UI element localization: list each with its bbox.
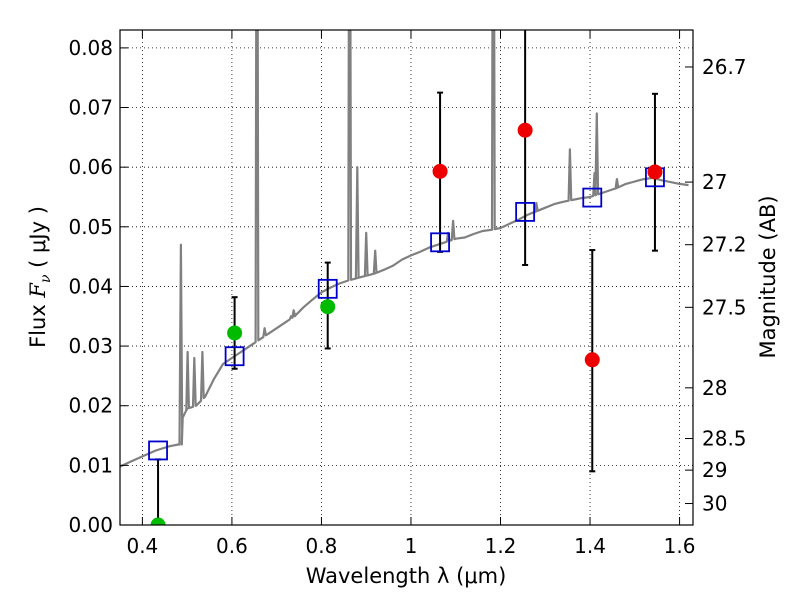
gridlines — [120, 30, 693, 526]
y-axis-label-subscript: ν — [38, 274, 54, 283]
y2-tick-label: 29 — [702, 458, 727, 482]
plot-area — [120, 30, 689, 525]
y2-axis-label: Magnitude (AB) — [756, 195, 780, 358]
y2-tick-label: 30 — [702, 492, 727, 516]
upper-limit-point — [517, 122, 533, 138]
y-tick-label: 0.04 — [68, 274, 113, 298]
y-axis-label-prefix: Flux — [26, 298, 50, 348]
y-tick-label: 0.00 — [68, 513, 113, 537]
y-tick-label: 0.03 — [68, 334, 113, 358]
model-point — [515, 201, 536, 222]
y2-tick-label: 26.7 — [702, 55, 747, 79]
x-tick-label: 0.6 — [216, 534, 248, 558]
detection-point — [150, 517, 166, 525]
y2-tick-label: 28.5 — [702, 427, 747, 451]
model-point — [582, 187, 603, 208]
y-axis-label: Flux Fν ( μJy ) — [26, 206, 54, 348]
x-tick-label: 1.4 — [574, 534, 606, 558]
y-tick-label: 0.08 — [68, 36, 113, 60]
y-axis-label-suffix: ( μJy ) — [26, 206, 50, 274]
spectrum-line — [120, 30, 689, 468]
x-tick-label: 1.6 — [664, 534, 696, 558]
y-tick-label: 0.06 — [68, 155, 113, 179]
x-axis-label: Wavelength λ (μm) — [306, 564, 507, 588]
y-axis-label-symbol: F — [26, 282, 50, 299]
x-tick-label: 1.2 — [485, 534, 517, 558]
x-tick-label: 0.8 — [306, 534, 338, 558]
upper-limit-point — [432, 163, 448, 179]
y-tick-label: 0.07 — [68, 96, 113, 120]
y-tick-label: 0.01 — [68, 453, 113, 477]
y2-tick-label: 27 — [702, 170, 727, 194]
y-tick-label: 0.05 — [68, 215, 113, 239]
x-tick-label: 1 — [405, 534, 418, 558]
plot-frame — [119, 29, 694, 526]
axis-ticks: 0.4 0.6 0.8 1 1.2 1.4 1.6 0.00 0.01 0.02 0.03 0.04 0… — [68, 30, 747, 558]
y2-tick-label: 27.5 — [702, 295, 747, 319]
y2-tick-label: 28 — [702, 376, 727, 400]
x-tick-label: 0.4 — [126, 534, 158, 558]
upper-limit-point — [584, 352, 600, 368]
detection-point — [227, 325, 243, 341]
detection-point — [320, 299, 336, 315]
model-point — [148, 440, 168, 461]
upper-limit-point — [647, 164, 663, 180]
model-point — [317, 278, 338, 299]
model-point — [224, 346, 245, 367]
model-point — [430, 232, 450, 253]
y-tick-label: 0.02 — [68, 394, 113, 418]
y2-tick-label: 27.2 — [702, 233, 747, 257]
